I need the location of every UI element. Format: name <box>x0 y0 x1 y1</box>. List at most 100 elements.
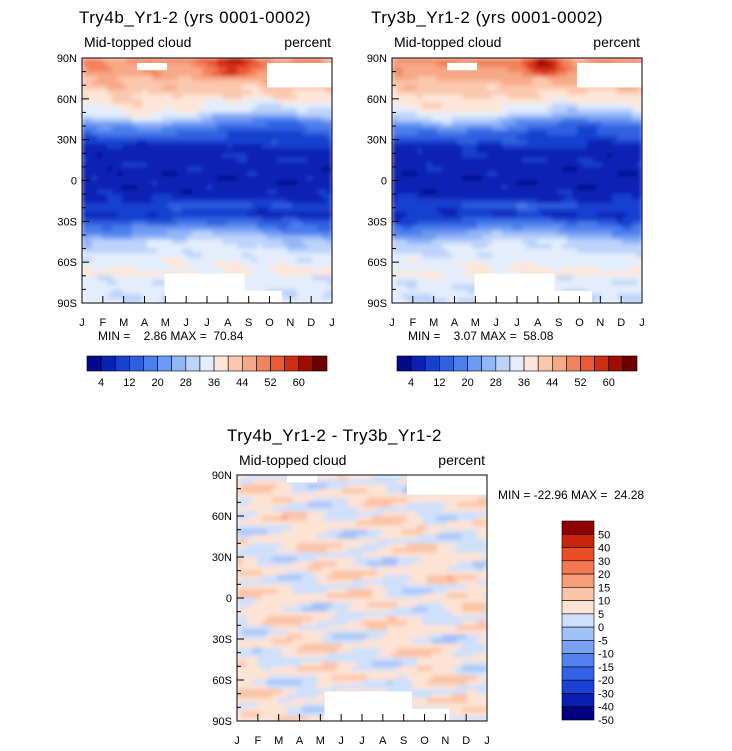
field-cell <box>462 216 468 222</box>
field-cell <box>82 289 88 295</box>
field-cell <box>522 253 528 259</box>
field-cell <box>112 244 118 250</box>
field-cell <box>97 298 103 303</box>
field-cell <box>172 148 178 154</box>
field-cell <box>567 62 573 68</box>
field-cell <box>232 212 238 218</box>
field-cell <box>97 162 103 168</box>
field-cell <box>217 107 223 114</box>
field-cell <box>487 62 493 68</box>
field-cell <box>107 80 113 86</box>
field-cell <box>482 58 488 64</box>
field-cell <box>487 71 493 77</box>
field-cell <box>567 139 573 145</box>
field-cell <box>122 58 128 64</box>
field-cell <box>287 148 293 154</box>
field-cell <box>597 244 603 250</box>
field-cell <box>252 271 258 277</box>
field-cell <box>417 207 423 213</box>
field-cell <box>512 194 518 200</box>
field-cell <box>137 293 143 300</box>
field-cell <box>297 126 303 132</box>
field-cell <box>152 148 158 154</box>
field-cell <box>307 212 313 218</box>
field-cell <box>202 266 208 272</box>
field-cell <box>307 116 313 123</box>
field-cell <box>112 121 118 127</box>
field-cell <box>437 94 443 100</box>
field-cell <box>492 148 498 154</box>
field-cell <box>207 207 213 213</box>
field-cell <box>307 239 313 245</box>
field-cell <box>237 76 243 82</box>
field-cell <box>552 166 558 173</box>
field-cell <box>147 203 153 209</box>
field-cell <box>297 212 303 218</box>
field-cell <box>162 194 168 200</box>
field-cell <box>637 185 642 191</box>
field-cell <box>457 157 463 163</box>
field-cell <box>427 194 433 200</box>
field-cell <box>87 139 93 145</box>
field-cell <box>427 212 433 218</box>
field-cell <box>447 225 453 232</box>
field-cell <box>157 85 163 91</box>
field-cell <box>502 139 508 145</box>
field-cell <box>97 244 103 250</box>
field-cell <box>502 171 508 177</box>
field-cell <box>252 248 258 254</box>
field-cell <box>142 130 148 136</box>
field-cell <box>262 198 268 204</box>
field-cell <box>457 85 463 91</box>
field-cell <box>577 139 583 145</box>
field-cell <box>497 62 503 68</box>
field-cell <box>552 225 558 232</box>
field-cell <box>567 207 573 213</box>
field-cell <box>452 234 458 241</box>
field-cell <box>137 71 143 77</box>
field-cell <box>192 89 198 95</box>
field-cell <box>637 144 642 150</box>
field-cell <box>182 139 188 145</box>
field-cell <box>602 58 608 64</box>
field-cell <box>292 230 298 236</box>
field-cell <box>452 207 458 213</box>
field-cell <box>327 130 332 136</box>
field-cell <box>237 203 243 209</box>
field-cell <box>487 107 493 114</box>
field-cell <box>487 76 493 82</box>
field-cell <box>292 107 298 114</box>
field-cell <box>282 94 288 100</box>
field-cell <box>227 171 233 177</box>
field-cell <box>577 58 583 64</box>
field-cell <box>497 244 503 250</box>
field-cell <box>207 107 213 114</box>
field-cell <box>327 203 332 209</box>
field-cell <box>237 248 243 254</box>
field-cell <box>517 148 523 154</box>
field-cell <box>497 121 503 127</box>
field-cell <box>112 198 118 204</box>
field-cell <box>602 225 608 232</box>
field-cell <box>462 207 468 213</box>
field-cell <box>302 271 308 277</box>
field-cell <box>87 166 93 173</box>
field-cell <box>462 139 468 145</box>
field-cell <box>217 76 223 82</box>
field-cell <box>122 139 128 145</box>
field-cell <box>497 85 503 91</box>
field-cell <box>507 103 513 109</box>
field-cell <box>457 244 463 250</box>
field-cell <box>137 130 143 136</box>
field-cell <box>302 180 308 186</box>
field-cell <box>527 157 533 163</box>
field-cell <box>392 130 398 136</box>
field-cell <box>627 225 633 232</box>
field-cell <box>162 157 168 163</box>
field-cell <box>562 221 568 227</box>
field-cell <box>197 207 203 213</box>
field-cell <box>592 189 598 195</box>
field-cell <box>517 189 523 195</box>
field-cell <box>557 234 563 241</box>
field-cell <box>282 148 288 154</box>
